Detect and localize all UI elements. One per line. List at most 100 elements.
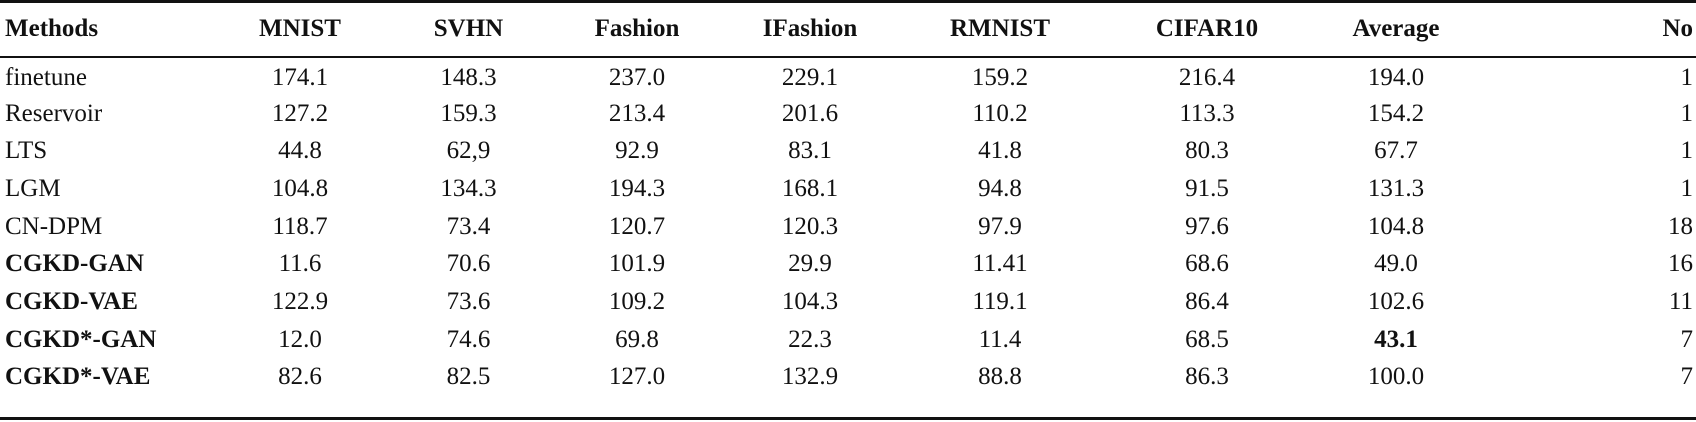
cell-average: 102.6 xyxy=(1367,287,1425,315)
cell-cifar10: 80.3 xyxy=(1185,137,1229,165)
cell-rmnist: 159.2 xyxy=(971,63,1029,91)
table-row: Reservoir 127.2 159.3 213.4 201.6 110.2 113.3 1… xyxy=(0,95,1696,133)
cell-fashion: 120.7 xyxy=(608,212,666,240)
cell-average: 104.8 xyxy=(1367,212,1425,240)
cell-mnist: 82.6 xyxy=(278,363,322,391)
table-row: CGKD*-GAN 12.0 74.6 69.8 22.3 11.4 68.5 43.1 7 xyxy=(0,321,1696,359)
cell-svhn: 73.4 xyxy=(446,212,491,240)
cell-no: 1 xyxy=(1680,99,1694,127)
cell-ifashion: 168.1 xyxy=(781,174,839,202)
results-table: Methods MNIST SVHN Fashion IFashion RMNIST CIF… xyxy=(0,0,1696,397)
cell-svhn: 134.3 xyxy=(440,174,497,202)
cell-average: 49.0 xyxy=(1374,250,1418,278)
method-name: CGKD*-VAE xyxy=(5,363,151,391)
column-header-methods: Methods xyxy=(5,15,99,42)
cell-cifar10: 113.3 xyxy=(1179,99,1235,127)
cell-no: 11 xyxy=(1668,287,1693,315)
cell-svhn: 70.6 xyxy=(446,250,491,278)
cell-svhn: 74.6 xyxy=(446,325,491,353)
table-row: finetune 174.1 148.3 237.0 229.1 159.2 216.4 19… xyxy=(0,57,1696,95)
cell-mnist: 174.1 xyxy=(271,63,329,91)
cell-no: 7 xyxy=(1680,363,1694,391)
cell-mnist: 122.9 xyxy=(271,287,329,315)
table-row: CN-DPM 118.7 73.4 120.7 120.3 97.9 97.6 104.8 18 xyxy=(0,208,1696,246)
cell-no: 1 xyxy=(1680,174,1694,202)
table-row: LTS 44.8 62,9 92.9 83.1 41.8 80.3 67.7 1 xyxy=(0,132,1696,170)
column-header-cifar10: CIFAR10 xyxy=(1155,15,1259,42)
cell-rmnist: 119.1 xyxy=(972,287,1028,315)
cell-fashion: 101.9 xyxy=(608,250,666,278)
method-name: LTS xyxy=(5,137,48,165)
cell-svhn: 73.6 xyxy=(446,287,491,315)
cell-ifashion: 104.3 xyxy=(781,287,839,315)
method-name: CGKD-GAN xyxy=(5,250,144,278)
cell-rmnist: 94.8 xyxy=(978,174,1022,202)
column-header-no: No xyxy=(1662,15,1693,42)
cell-fashion: 69.8 xyxy=(615,325,659,353)
cell-no: 7 xyxy=(1680,325,1694,353)
cell-no: 16 xyxy=(1668,250,1693,278)
cell-mnist: 44.8 xyxy=(278,137,322,165)
cell-fashion: 237.0 xyxy=(608,63,666,91)
cell-mnist: 118.7 xyxy=(272,212,328,240)
cell-cifar10: 91.5 xyxy=(1185,174,1229,202)
table-row: CGKD-VAE 122.9 73.6 109.2 104.3 119.1 86.4 102.… xyxy=(0,283,1696,321)
cell-no: 1 xyxy=(1680,137,1694,165)
top-rule xyxy=(0,0,1696,3)
cell-rmnist: 11.41 xyxy=(972,250,1028,278)
cell-svhn: 148.3 xyxy=(440,63,497,91)
cell-cifar10: 68.6 xyxy=(1185,250,1229,278)
cell-average: 100.0 xyxy=(1367,363,1425,391)
cell-ifashion: 83.1 xyxy=(788,137,832,165)
cell-rmnist: 88.8 xyxy=(978,363,1022,391)
cell-cifar10: 86.4 xyxy=(1185,287,1229,315)
cell-svhn: 82.5 xyxy=(446,363,491,391)
cell-average: 43.1 xyxy=(1374,325,1418,353)
cell-cifar10: 68.5 xyxy=(1185,325,1229,353)
cell-mnist: 12.0 xyxy=(278,325,322,353)
cell-rmnist: 41.8 xyxy=(978,137,1022,165)
cell-mnist: 104.8 xyxy=(271,174,329,202)
cell-ifashion: 22.3 xyxy=(788,325,832,353)
header-rule xyxy=(0,56,1696,58)
table-row: CGKD-GAN 11.6 70.6 101.9 29.9 11.41 68.6 49.0 16 xyxy=(0,245,1696,283)
column-header-rmnist: RMNIST xyxy=(949,15,1050,42)
cell-rmnist: 97.9 xyxy=(978,212,1022,240)
table-row: CGKD*-VAE 82.6 82.5 127.0 132.9 88.8 86.3 100.0… xyxy=(0,359,1696,397)
cell-svhn: 159.3 xyxy=(440,99,497,127)
cell-ifashion: 132.9 xyxy=(781,363,839,391)
method-name: CGKD-VAE xyxy=(5,287,138,315)
method-name: Reservoir xyxy=(5,99,103,127)
cell-average: 194.0 xyxy=(1367,63,1425,91)
cell-fashion: 213.4 xyxy=(608,99,666,127)
method-name: CN-DPM xyxy=(5,212,103,240)
cell-ifashion: 29.9 xyxy=(788,250,832,278)
cell-cifar10: 216.4 xyxy=(1178,63,1236,91)
method-name: LGM xyxy=(5,174,61,202)
header-row: Methods MNIST SVHN Fashion IFashion RMNIST CIF… xyxy=(0,0,1696,57)
cell-cifar10: 97.6 xyxy=(1185,212,1229,240)
cell-fashion: 109.2 xyxy=(608,287,666,315)
method-name: finetune xyxy=(5,63,87,91)
cell-average: 154.2 xyxy=(1367,99,1425,127)
method-name: CGKD*-GAN xyxy=(5,325,157,353)
column-header-ifashion: IFashion xyxy=(762,15,858,42)
cell-fashion: 194.3 xyxy=(608,174,666,202)
cell-svhn: 62,9 xyxy=(446,137,491,165)
cell-mnist: 11.6 xyxy=(278,250,322,278)
cell-cifar10: 86.3 xyxy=(1185,363,1229,391)
cell-fashion: 127.0 xyxy=(608,363,666,391)
cell-average: 131.3 xyxy=(1367,174,1425,202)
cell-rmnist: 110.2 xyxy=(972,99,1028,127)
column-header-fashion: Fashion xyxy=(594,15,680,42)
bottom-rule xyxy=(0,417,1696,420)
cell-no: 1 xyxy=(1680,63,1694,91)
table-row: LGM 104.8 134.3 194.3 168.1 94.8 91.5 131.3 1 xyxy=(0,170,1696,208)
column-header-svhn: SVHN xyxy=(433,15,504,42)
cell-mnist: 127.2 xyxy=(271,99,329,127)
cell-rmnist: 11.4 xyxy=(978,325,1022,353)
column-header-mnist: MNIST xyxy=(259,15,341,42)
cell-fashion: 92.9 xyxy=(615,137,659,165)
cell-average: 67.7 xyxy=(1374,137,1418,165)
cell-no: 18 xyxy=(1668,212,1693,240)
